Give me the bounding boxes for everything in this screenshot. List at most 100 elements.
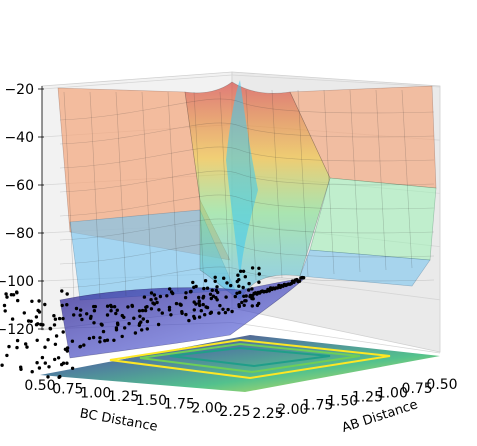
x-tick-label: 1.50 [327,394,358,410]
mesh-line [115,91,127,297]
trajectory-point [53,342,58,346]
trajectory-point [89,314,93,319]
y-tick-label: 1.25 [108,389,139,405]
trajectory-point [87,336,92,341]
trajectory-point [210,288,214,292]
trajectory-point [105,313,110,317]
trajectory-point [98,340,102,344]
trajectory-point [140,308,145,313]
trajectory-point [15,338,20,343]
trajectory-point [5,295,9,299]
trajectory-point [289,281,293,286]
trajectory-point [144,305,148,309]
trajectory-point [197,315,202,319]
trajectory-point [240,300,244,305]
trajectory-point [235,291,239,295]
trajectory-point [101,329,106,334]
trajectory-point [237,284,241,288]
surface-mesh-lines [59,89,435,301]
trajectory-point [224,295,228,299]
trajectory-point [40,355,45,360]
z-tick-label: −100 [0,274,34,290]
trajectory-point [65,303,69,307]
trajectory-point [241,285,245,290]
mesh-line [59,98,435,121]
trajectory-point [35,361,39,365]
trajectory-point [99,322,104,326]
trajectory-point [149,291,154,295]
trajectory-point [218,303,222,308]
trajectory-point [109,309,113,313]
trajectory-point [215,298,219,302]
trajectory-point [25,345,29,349]
trajectory-point [16,298,20,303]
trajectory-point [223,310,228,315]
y-tick-label: 1.50 [136,393,167,409]
trajectory-point [205,305,210,310]
trajectory-point [34,315,39,319]
trajectory-point [132,316,136,320]
mesh-line [401,89,413,269]
trajectory-point [61,316,65,321]
mesh-line [297,89,309,277]
trajectory-point [157,308,161,312]
trajectory-point [0,363,4,367]
mesh-line [59,170,435,193]
y-tick-label: 0.75 [52,382,83,398]
trajectory-point [79,308,83,312]
trajectory-point [155,300,159,305]
mesh-line [59,242,435,265]
trajectory-point [202,286,206,291]
trajectory-point [239,269,243,273]
trajectory-point [52,314,56,318]
trajectory-point [275,286,280,290]
trajectory-point [4,292,8,296]
mesh-line [63,91,75,301]
trajectory-point [168,287,172,291]
trajectory-point [46,338,50,342]
trajectory-point [235,279,239,284]
trajectory-point [201,302,205,307]
y-tick-label: 2.25 [219,404,250,420]
trajectory-point [257,266,261,270]
x-axis-ticks: 0.500.751.001.251.501.752.002.25 [252,377,457,422]
trajectory-point [15,290,19,294]
trajectory-point [187,318,191,323]
trajectory-point [126,305,130,309]
trajectory-point [208,292,213,296]
trajectory-point [149,298,153,302]
trajectory-point [192,314,196,319]
trajectory-point [5,353,9,358]
trajectory-point [242,294,246,298]
trajectory-point [24,342,28,346]
mesh-line [167,91,179,293]
trajectory-point [236,273,240,277]
trajectory-point [160,311,164,315]
trajectory-point [154,297,158,301]
trajectory-point [192,308,196,312]
trajectory-point [127,321,131,326]
floor-contour [40,335,440,392]
trajectory-point [43,345,47,349]
trajectory-point [26,319,31,323]
trajectory-point [215,285,219,289]
trajectory-point [169,313,173,317]
trajectory-point [80,317,84,322]
trajectory-point [267,289,271,293]
mesh-line [375,89,387,271]
trajectory-point [247,288,251,292]
trajectory-point [209,296,213,301]
trajectory-point [199,309,203,313]
trajectory-point [82,343,86,347]
trajectory-point [65,292,69,296]
trajectory-point [156,322,161,327]
trajectory-point [60,289,64,293]
trajectory-point [92,321,96,325]
trajectory-point [222,276,226,280]
trajectory-point [98,336,102,340]
trajectory-point [116,322,120,327]
trajectory-point [123,326,127,330]
z-tick-label: −60 [4,178,34,194]
trajectory-point [167,308,172,312]
